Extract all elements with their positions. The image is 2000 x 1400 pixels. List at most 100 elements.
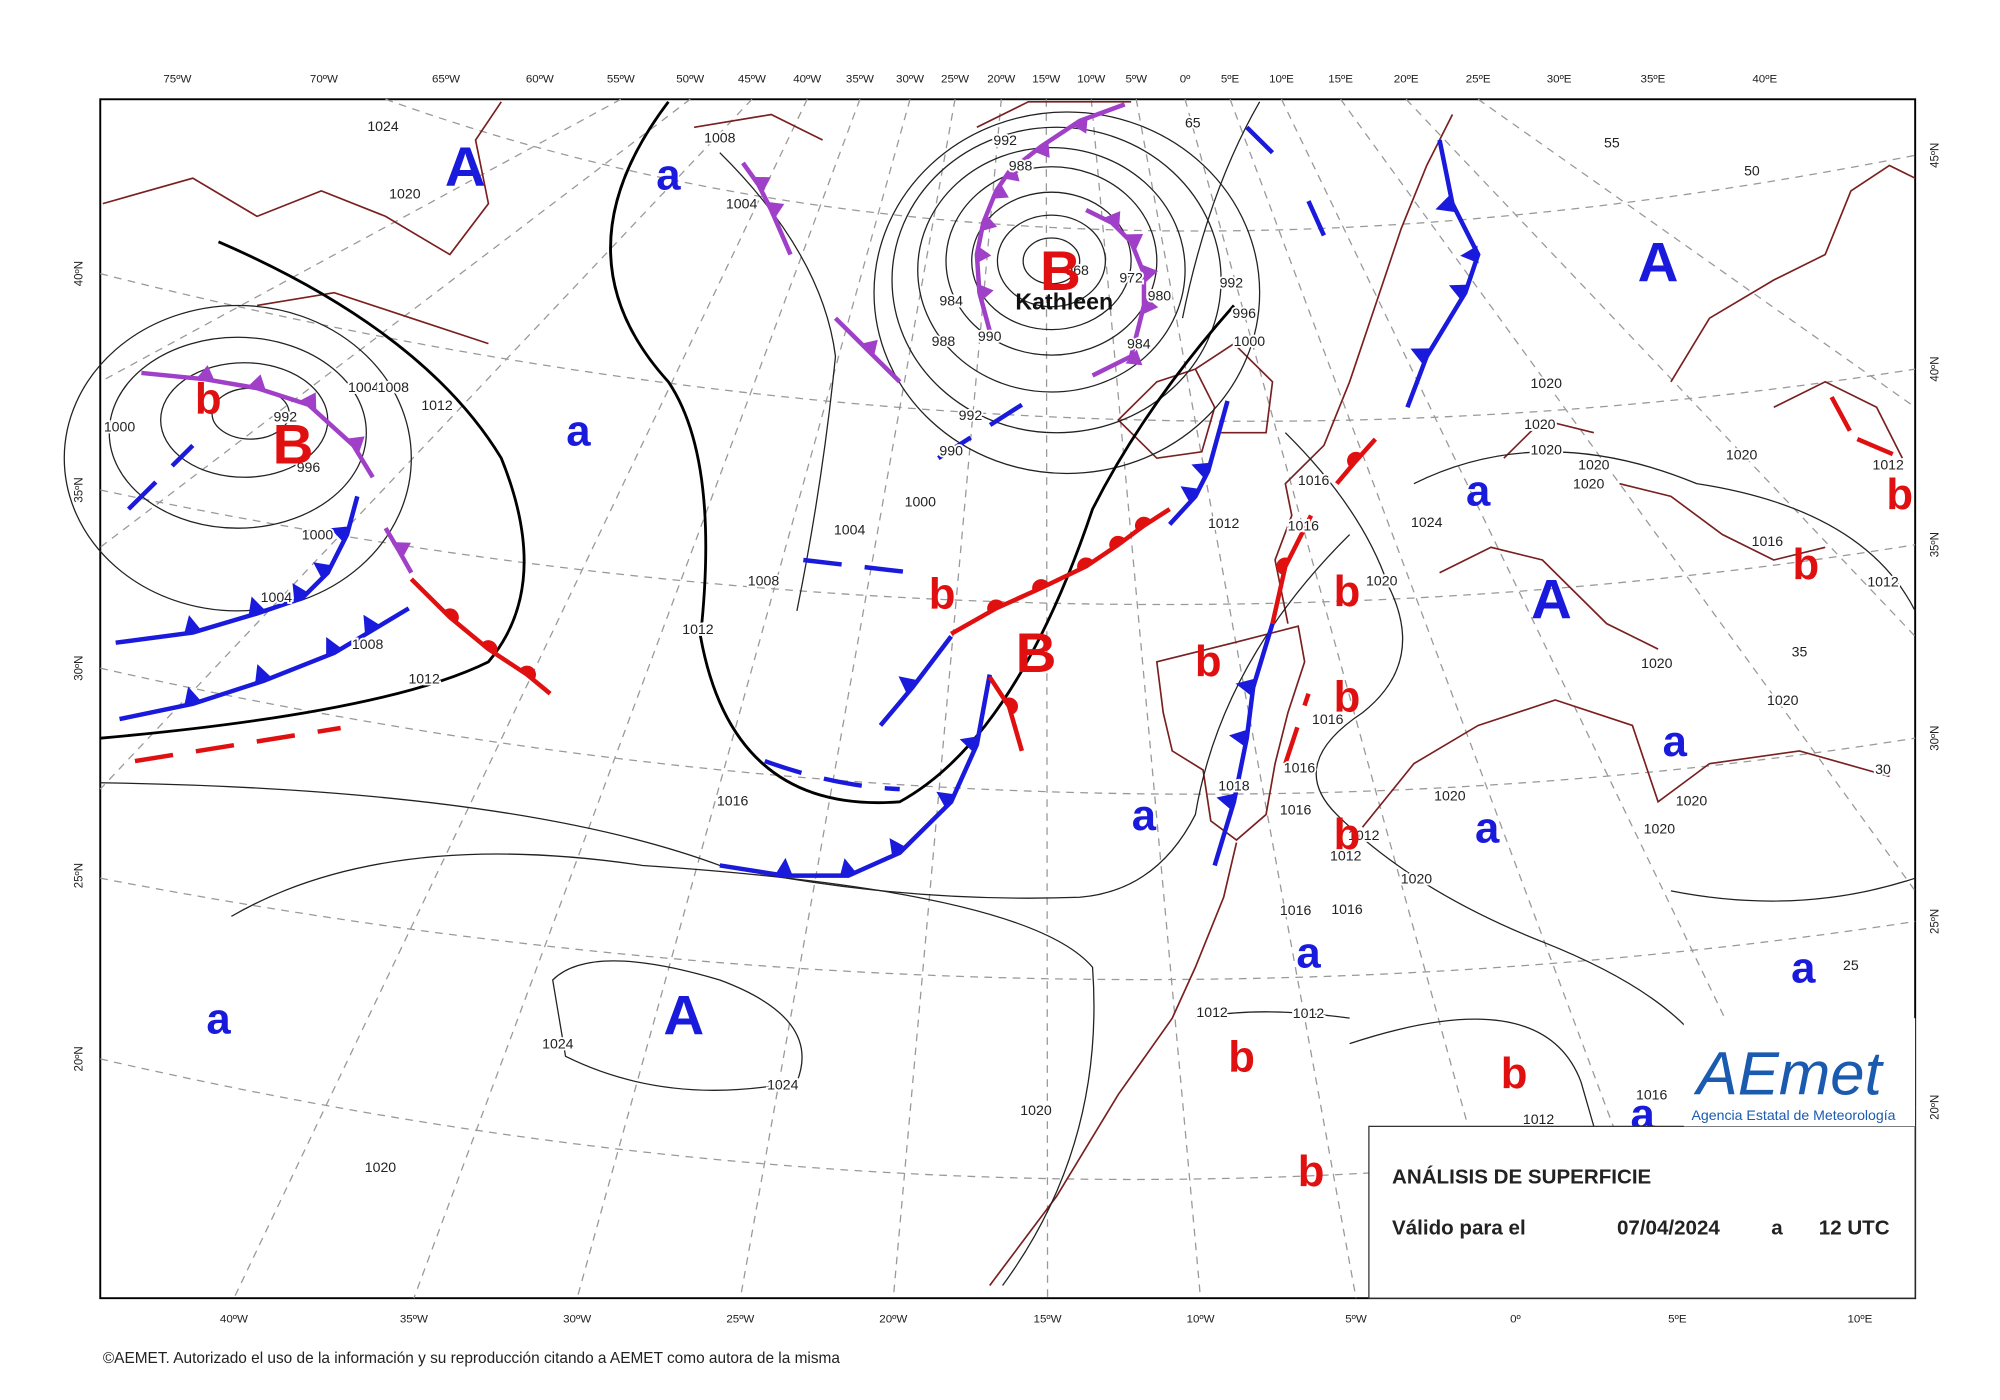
isobar-label: 980 [1148,287,1172,303]
isobar-1020 [231,853,1095,1286]
cold-front [1212,622,1275,867]
isobar-label: 1008 [704,130,736,146]
info-title: ANÁLISIS DE SUPERFICIE [1392,1166,1651,1189]
isobar-1012 [100,240,526,740]
longitude-label: 70ºW [310,74,338,86]
isobar-label: 1020 [1676,793,1708,809]
isobar-label: 65 [1185,114,1201,130]
isobar-label: 1016 [1284,760,1316,776]
isobar-label: 50 [1744,163,1760,179]
high-pressure-center: A [445,135,486,198]
east-coasts [1670,164,1916,383]
isobar-label: 992 [274,408,298,424]
isobar-label: 30 [1875,761,1891,777]
info-time: 12 UTC [1819,1217,1890,1240]
warm-front [1270,514,1314,625]
longitude-label: 55ºW [607,74,635,86]
longitude-label: 20ºW [987,74,1015,86]
info-separator: a [1771,1217,1783,1240]
longitude-label: 10ºW [1077,74,1105,86]
cold-front [878,635,953,727]
logo-box [1683,1018,1916,1127]
isobar-label: 992 [1220,275,1244,291]
info-date: 07/04/2024 [1617,1217,1720,1240]
coastlines [102,100,1916,1286]
isobar-label: 1024 [1411,514,1443,530]
africa-coast [989,842,1238,1286]
longitude-label: 5ºW [1125,74,1147,86]
longitude-label: 15ºW [1034,1313,1062,1325]
logo-subtitle: Agencia Estatal de Meteorología [1692,1107,1896,1123]
isobar-label: 1024 [767,1077,799,1093]
high-pressure-center: a [1663,718,1688,766]
logo-name: AEmet [1693,1040,1885,1109]
low-pressure-center: b [1793,541,1820,589]
longitude-label: 35ºW [846,74,874,86]
cold-front [1168,400,1230,526]
low-pressure-center: b [1334,568,1361,616]
latitude-label: 35ºN [73,477,85,502]
north-coasts [102,100,1132,345]
isobar-label: 1020 [1366,573,1398,589]
longitude-label: 10ºE [1848,1313,1873,1325]
isobar-label: 1008 [352,636,384,652]
cold-front [719,674,992,878]
isobar-label: 1000 [302,527,334,543]
low-pressure-center: B [273,413,314,476]
isobar-label: 988 [932,333,956,349]
longitude-label: 0º [1180,74,1191,86]
low-pressure-center: b [195,376,222,424]
isobar-label: 992 [959,407,983,423]
low-pressure-center: b [1501,1050,1528,1098]
isobar-label: 1016 [1636,1087,1668,1103]
isobar-label: 988 [1009,158,1033,174]
info-box [1368,1125,1916,1299]
isobar-label: 1020 [1531,375,1563,391]
warm-front [950,507,1171,636]
isobar-1012 [609,100,1235,805]
low-pressure-center: B [1040,239,1081,302]
cold-front [119,606,410,722]
isobar-label: 990 [939,443,963,459]
longitude-label: 40ºE [1752,74,1777,86]
isobar-label: 1012 [408,671,440,687]
occluded-front [141,365,375,479]
longitude-label: 15ºE [1328,74,1353,86]
longitude-label: 65ºW [432,74,460,86]
isobar-label: 1024 [367,118,399,134]
longitude-label: 5ºE [1668,1313,1687,1325]
longitude-label: 0º [1510,1313,1521,1325]
occluded-front [383,527,414,574]
warm-front [987,675,1025,752]
longitude-label: 25ºW [941,74,969,86]
isobar-label: 1012 [1867,574,1899,590]
isobar-label: 1012 [1293,1005,1325,1021]
isobar-label: 1016 [1312,711,1344,727]
latitude-label: 40ºN [73,261,85,286]
isobar-1020 [1413,451,1916,902]
isobar-label: 1000 [1234,333,1266,349]
isobar-1016 [1284,432,1711,1057]
isobar-label: 1016 [1288,518,1320,534]
longitude-label: 10ºE [1269,74,1294,86]
high-pressure-center: a [656,152,681,200]
isobar-label: 1016 [717,793,749,809]
isobar-label: 1012 [1208,515,1240,531]
latitude-label: 30ºN [73,656,85,681]
isobar-label: 1012 [1196,1004,1228,1020]
high-pressure-center: A [663,984,704,1047]
isobar-label: 1004 [348,379,380,395]
isobar-label: 1018 [1218,777,1250,793]
isobar-label: 1020 [1434,788,1466,804]
isobar-label: 1020 [1644,821,1676,837]
isobar-label: 1020 [1578,457,1610,473]
isobar-label: 1012 [1872,457,1904,473]
isobar-label: 1004 [261,589,293,605]
mediterranean-coast [1361,380,1904,828]
high-pressure-center: A [1638,231,1679,294]
isobar [873,111,1261,475]
longitude-label: 75ºW [163,74,191,86]
latitude-label: 45ºN [1929,143,1941,168]
high-pressure-center: a [1132,792,1157,840]
